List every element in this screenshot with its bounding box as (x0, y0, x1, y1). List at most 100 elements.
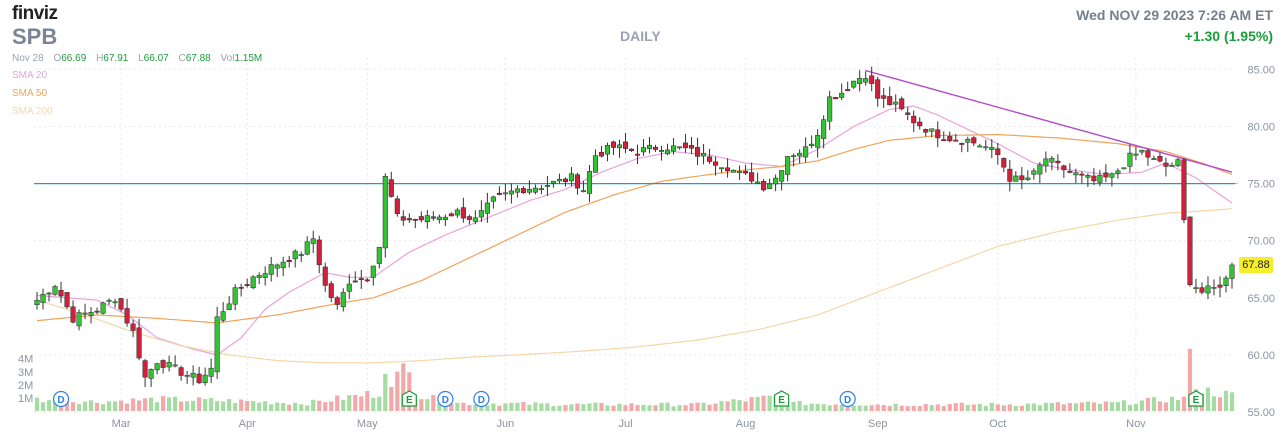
volume-bar (713, 403, 718, 411)
earnings-marker[interactable] (1188, 390, 1204, 407)
volume-bar (755, 397, 760, 411)
candle (478, 210, 484, 218)
earnings-marker[interactable] (401, 390, 417, 407)
volume-bar (629, 403, 634, 411)
open-label: O (53, 53, 62, 64)
candle (238, 286, 244, 289)
candle (340, 292, 346, 307)
candle (911, 115, 917, 124)
volume-bar (100, 404, 106, 411)
candle (136, 327, 142, 359)
volume-bar (983, 405, 988, 411)
volume-bar (545, 403, 550, 411)
finviz-logo[interactable]: finviz (12, 3, 58, 24)
candle (857, 77, 863, 84)
volume-bar (34, 397, 40, 411)
candle (1127, 152, 1133, 167)
volume-bar (1079, 402, 1084, 411)
volume-bar (88, 400, 94, 411)
volume-bar (173, 396, 178, 411)
candle (262, 273, 268, 278)
dividend-marker[interactable] (473, 390, 490, 408)
volume-bar (449, 403, 454, 411)
candle (971, 137, 977, 144)
candle (695, 147, 701, 157)
candle (791, 155, 797, 158)
candle (833, 97, 839, 100)
dividend-marker[interactable] (437, 390, 454, 408)
earnings-marker-label: E (1193, 395, 1200, 406)
legend-sma200[interactable]: SMA 200 (12, 106, 53, 117)
candle (190, 372, 196, 378)
volume-bar (899, 405, 904, 411)
candle (767, 183, 773, 189)
candle (52, 286, 58, 295)
candle (1049, 157, 1055, 163)
volume-bar (371, 397, 376, 411)
candle (82, 312, 88, 315)
volume-bar (1103, 401, 1108, 411)
dividend-marker[interactable] (52, 390, 70, 408)
candle (983, 146, 989, 149)
candle (761, 181, 767, 191)
volume-bar (1121, 400, 1127, 411)
volume-value: 1.15M (234, 53, 263, 64)
candle (472, 217, 478, 222)
volume-bar (281, 403, 286, 411)
candle (1217, 284, 1223, 288)
sma20-line (36, 105, 1233, 356)
candle (719, 167, 725, 170)
candle (256, 275, 262, 278)
volume-bar (233, 403, 238, 411)
candle (328, 283, 334, 298)
candle (731, 169, 737, 173)
candle (592, 155, 598, 173)
volume-bar (329, 401, 334, 411)
candle (1139, 149, 1145, 153)
legend-sma50[interactable]: SMA 50 (12, 88, 48, 99)
candle (713, 161, 719, 166)
candle (310, 238, 316, 244)
volume-bar (341, 399, 346, 411)
dividend-marker-label: D (844, 395, 851, 406)
candle (1181, 159, 1187, 221)
legend-sma20[interactable]: SMA 20 (12, 70, 48, 81)
trend-line[interactable] (865, 69, 1233, 173)
volume-bar (431, 394, 436, 411)
volume-bar (785, 405, 790, 411)
volume-bar (1175, 400, 1181, 411)
volume-bar (503, 403, 508, 411)
candle (1163, 162, 1169, 167)
candle (412, 219, 418, 221)
candle (418, 216, 424, 221)
volume-bar (130, 398, 136, 411)
volume-bar (185, 401, 190, 411)
candle (64, 292, 70, 308)
dividend-marker[interactable] (839, 390, 856, 408)
candle (797, 152, 803, 157)
volume-bar (953, 403, 958, 411)
candle (616, 144, 623, 149)
dividend-marker-label: D (478, 395, 485, 406)
volume-bar (497, 405, 502, 411)
volume-bar (863, 405, 868, 411)
candle (130, 323, 136, 331)
x-tick-label: Jul (618, 418, 632, 430)
volume-bar (155, 402, 160, 411)
candle (1175, 159, 1181, 167)
volume-bar (647, 405, 652, 411)
candle (514, 188, 520, 193)
volume-bar (911, 405, 916, 411)
candle (869, 75, 875, 84)
candle (863, 78, 869, 83)
volume-bar (695, 402, 700, 411)
volume-bar (287, 404, 292, 411)
candle (1145, 150, 1151, 158)
candle (274, 264, 280, 269)
volume-label: Vol (220, 53, 235, 64)
candle (304, 241, 310, 255)
volume-bar (875, 404, 880, 411)
candle (58, 290, 64, 297)
earnings-marker[interactable] (774, 390, 790, 407)
